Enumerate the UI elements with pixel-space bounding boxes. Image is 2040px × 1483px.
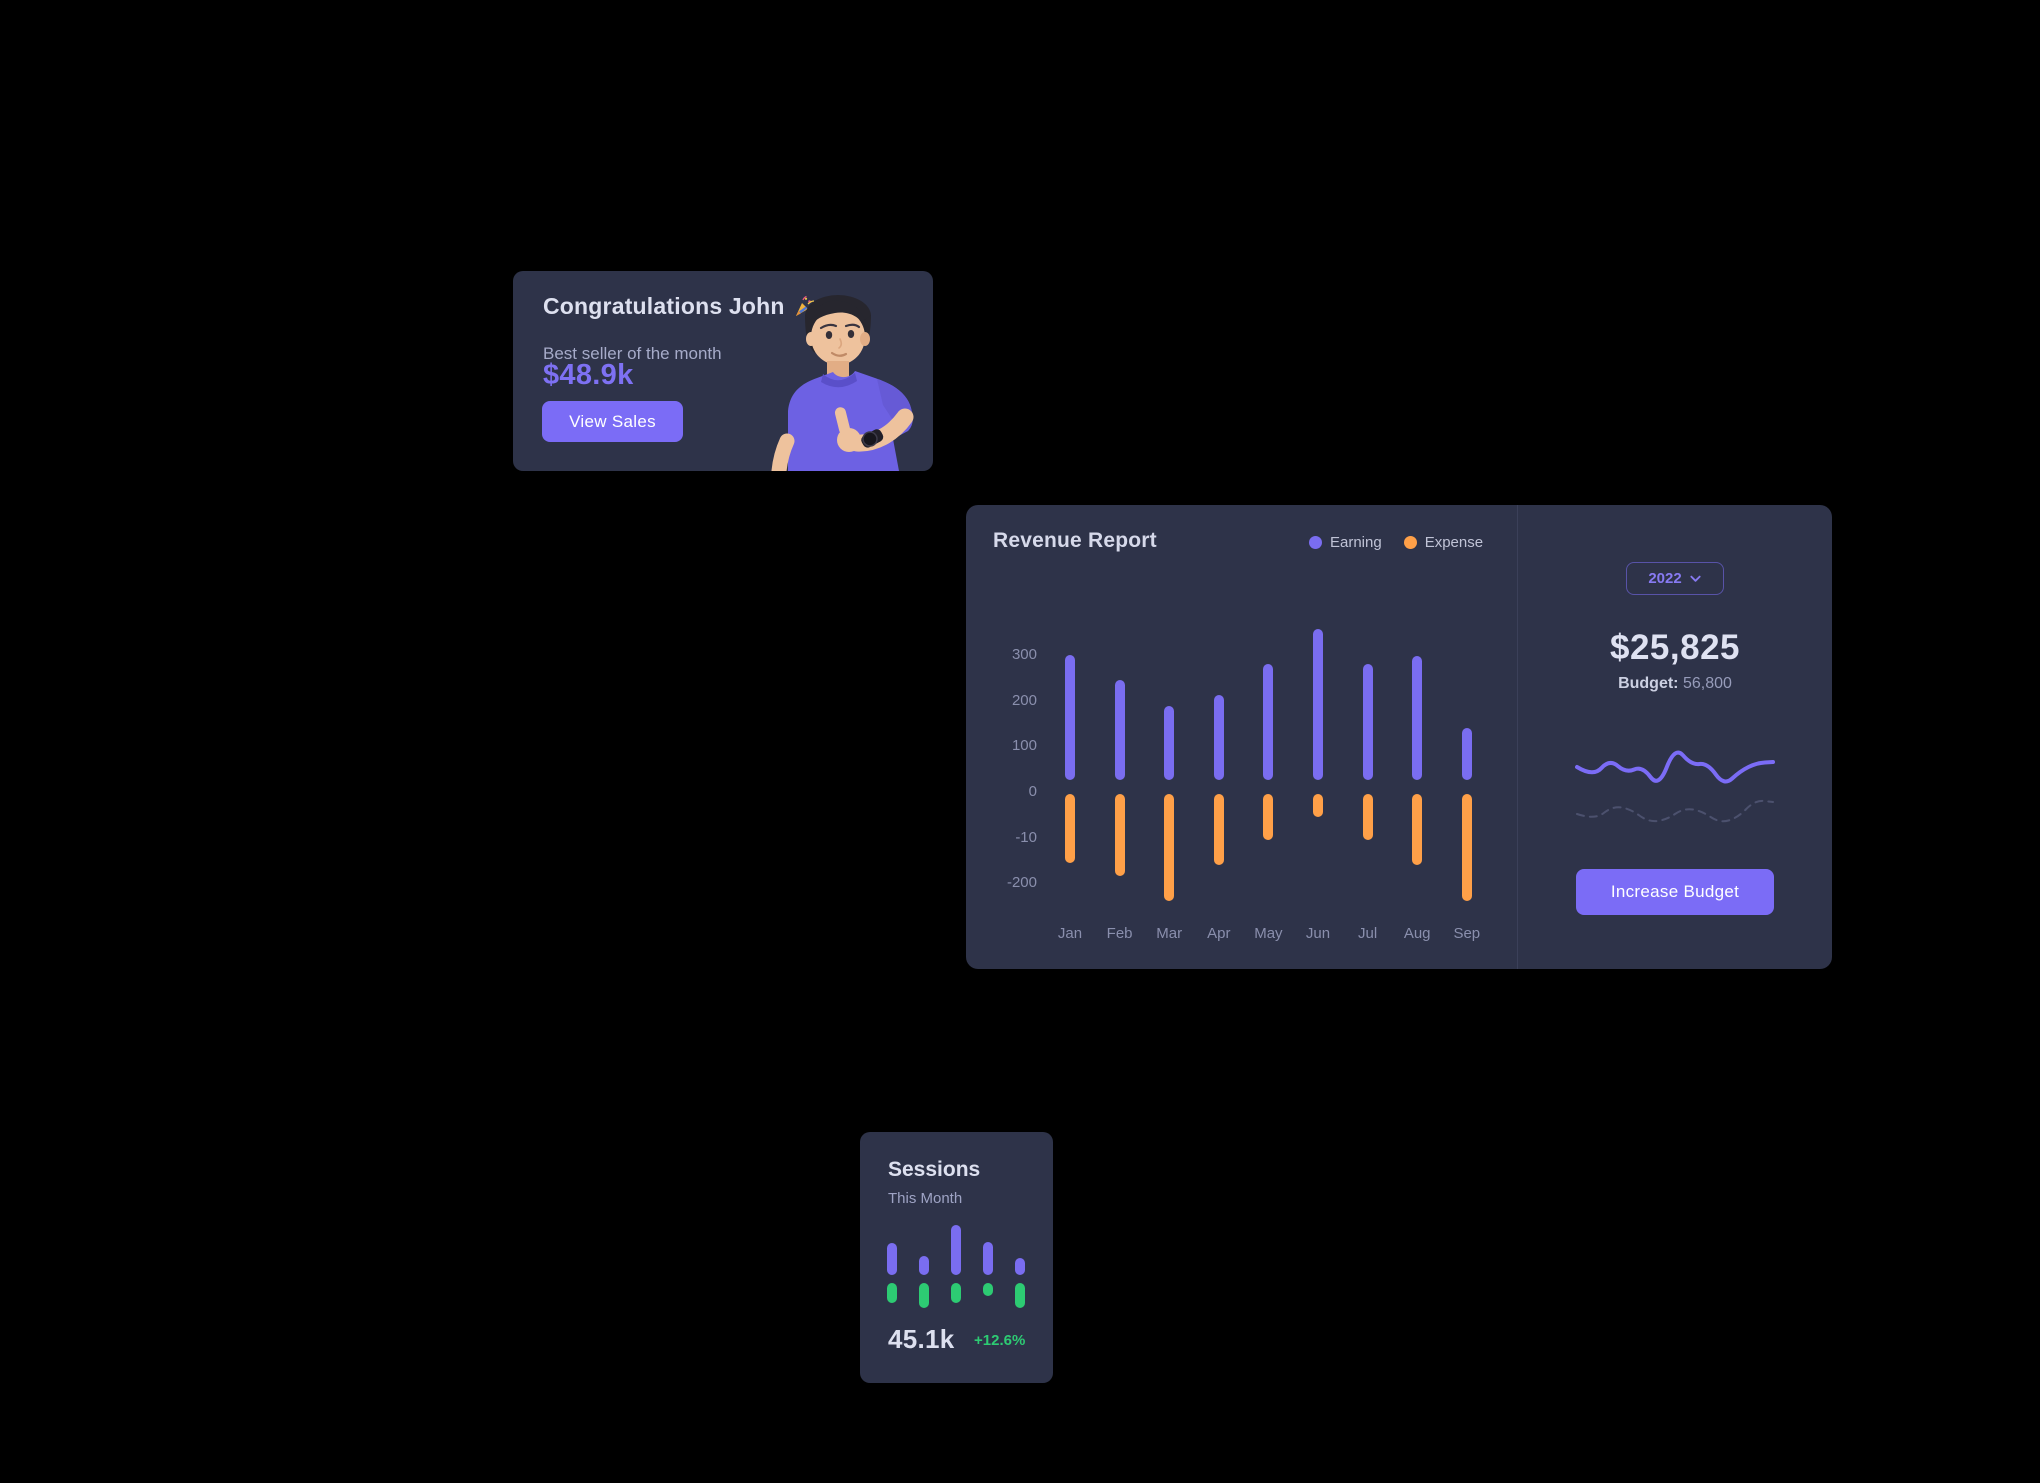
bar-expense-jul (1362, 794, 1373, 840)
x-axis-label-jul: Jul (1358, 925, 1378, 942)
bar-earning-sep (1461, 728, 1472, 780)
sessions-delta-badge: +12.6% (974, 1332, 1026, 1349)
bar-earning-may (1263, 664, 1274, 780)
budget-line: Budget: 56,800 (1518, 675, 1832, 693)
sparkline-previous-dashed-line (1576, 799, 1774, 823)
earning-legend-dot-icon (1309, 536, 1322, 549)
earning-legend-label: Earning (1330, 534, 1382, 551)
sessions-subtitle: This Month (888, 1190, 963, 1207)
mini-bar-upper (918, 1256, 929, 1275)
bar-expense-apr (1213, 794, 1224, 865)
congrats-title: Congratulations John (543, 293, 785, 319)
bar-earning-mar (1164, 706, 1175, 780)
sessions-value: 45.1k (888, 1324, 955, 1354)
bar-earning-apr (1213, 695, 1224, 780)
bar-expense-jun (1313, 794, 1323, 818)
x-axis-label-aug: Aug (1403, 925, 1431, 942)
year-dropdown-value: 2022 (1648, 570, 1682, 587)
mini-bar-upper (982, 1242, 993, 1275)
expense-legend-label: Expense (1424, 534, 1484, 551)
revenue-legend: Earning Expense (1309, 534, 1483, 551)
sessions-mini-bar-chart (860, 1132, 1053, 1383)
x-axis-label-jun: Jun (1305, 925, 1331, 942)
mini-bar-lower (950, 1283, 961, 1303)
x-axis-label-sep: Sep (1453, 925, 1481, 942)
x-axis-label-jan: Jan (1057, 925, 1083, 942)
legend-item-expense: Expense (1403, 534, 1484, 551)
y-axis-tick-label: 100 (1011, 737, 1037, 755)
x-axis-label-may: May (1254, 925, 1283, 942)
sessions-card: Sessions This Month 45.1k +12.6% (860, 1132, 1053, 1383)
budget-panel: 2022 $25,825 Budget: 56,800 Increase Bud… (1518, 505, 1832, 969)
sparkline-current-line (1575, 750, 1775, 784)
bar-earning-jan (1065, 655, 1075, 780)
y-axis-tick-label: 200 (1011, 691, 1037, 709)
mini-bar-upper (887, 1243, 897, 1275)
sessions-title: Sessions (888, 1158, 981, 1181)
bar-expense-feb (1114, 794, 1125, 877)
congrats-subtitle: Best seller of the month (543, 344, 722, 363)
y-axis-tick-label: 0 (1028, 783, 1037, 800)
revenue-report-card: Revenue Report Earning Expense 300 200 100… (966, 505, 1832, 969)
bar-expense-sep (1461, 794, 1472, 902)
budget-sparkline-chart (1575, 750, 1775, 823)
view-sales-button[interactable]: View Sales (542, 401, 683, 442)
y-axis-tick-label: -200 (1006, 874, 1037, 892)
congrats-title-row: Congratulations John (543, 293, 817, 320)
mini-bar-lower (982, 1283, 993, 1296)
x-axis-label-mar: Mar (1156, 925, 1183, 942)
bar-earning-aug (1412, 655, 1423, 780)
y-axis-tick-label: -10 (1015, 828, 1037, 846)
mini-bar-upper (1014, 1258, 1025, 1275)
x-axis-label-feb: Feb (1106, 925, 1133, 942)
revenue-report-title: Revenue Report (993, 529, 1157, 552)
bar-earning-jun (1313, 629, 1323, 780)
budget-label: Budget: (1618, 675, 1679, 692)
chevron-down-icon (1690, 575, 1701, 582)
y-axis-tick-label: 300 (1011, 646, 1037, 664)
john-avatar-illustration (771, 295, 914, 471)
mini-bar-lower (887, 1283, 897, 1303)
bar-expense-jan (1065, 794, 1075, 863)
bar-earning-feb (1114, 680, 1125, 780)
bar-expense-mar (1164, 794, 1175, 902)
congrats-card: Congratulations John Best seller of the … (513, 271, 933, 471)
congrats-amount: $48.9k (543, 359, 634, 391)
increase-budget-button[interactable]: Increase Budget (1576, 869, 1774, 915)
year-dropdown[interactable]: 2022 (1626, 562, 1724, 595)
mini-bar-lower (918, 1283, 929, 1308)
vertical-divider (1517, 505, 1518, 969)
mini-bar-upper (950, 1225, 961, 1275)
bar-expense-may (1263, 794, 1274, 840)
mini-bar-lower (1014, 1283, 1025, 1308)
bar-earning-jul (1362, 663, 1373, 780)
revenue-bar-chart: 300 200 100 0 -10 -200 Jan Feb Mar Apr May Jun Jul Au… (966, 505, 1832, 969)
bar-expense-aug (1412, 794, 1423, 865)
x-axis-label-apr: Apr (1207, 925, 1231, 942)
budget-total: $25,825 (1609, 628, 1741, 667)
budget-value: 56,800 (1682, 675, 1732, 692)
legend-item-earning: Earning (1309, 534, 1382, 551)
expense-legend-dot-icon (1403, 536, 1417, 549)
